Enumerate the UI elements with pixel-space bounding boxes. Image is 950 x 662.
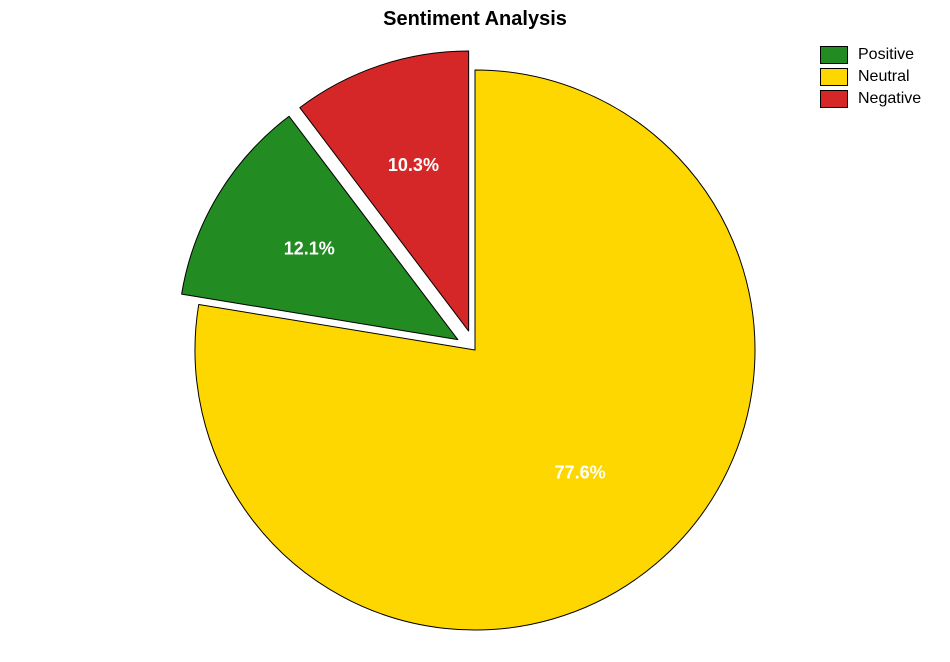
legend: Positive Neutral Negative [820, 46, 921, 112]
legend-item-negative: Negative [820, 90, 921, 108]
legend-label-negative: Negative [858, 90, 921, 108]
pie-svg: 77.6% 12.1% 10.3% [0, 0, 950, 662]
legend-swatch-negative [820, 90, 848, 108]
legend-swatch-neutral [820, 68, 848, 86]
legend-item-neutral: Neutral [820, 68, 921, 86]
legend-item-positive: Positive [820, 46, 921, 64]
legend-label-neutral: Neutral [858, 68, 910, 86]
pie-slice-label-neutral: 77.6% [555, 463, 606, 483]
legend-swatch-positive [820, 46, 848, 64]
pie-slice-label-positive: 12.1% [284, 239, 335, 259]
pie-slice-label-negative: 10.3% [388, 155, 439, 175]
legend-label-positive: Positive [858, 46, 914, 64]
sentiment-pie-chart: Sentiment Analysis 77.6%12.1%10.3% Posit… [0, 0, 950, 662]
